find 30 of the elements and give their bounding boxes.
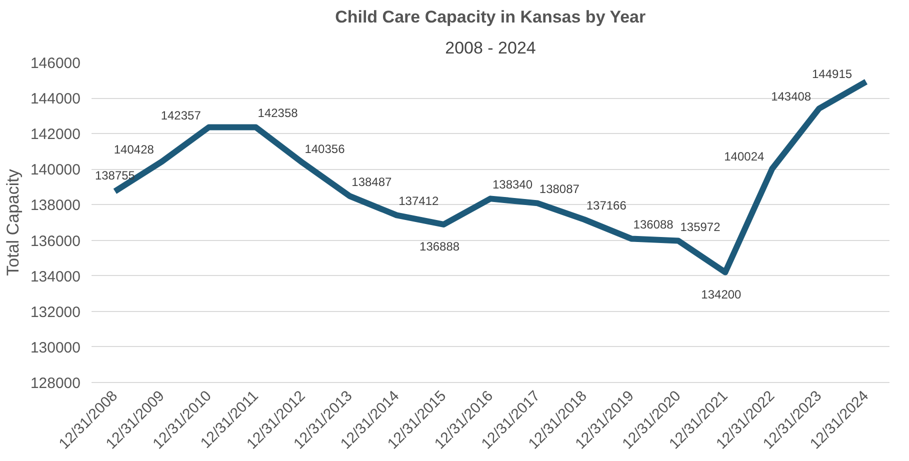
y-tick-label: 140000 <box>30 162 81 179</box>
chart-title: Child Care Capacity in Kansas by Year <box>335 8 646 26</box>
data-label: 142358 <box>258 106 298 120</box>
data-label: 136888 <box>420 239 460 254</box>
data-label: 136088 <box>633 218 674 232</box>
data-label: 138340 <box>492 178 533 192</box>
y-tick-label: 146000 <box>30 55 81 72</box>
data-label: 138755 <box>94 168 136 182</box>
data-label: 137166 <box>586 198 627 213</box>
y-tick-label: 128000 <box>30 375 81 392</box>
y-tick-label: 132000 <box>30 304 81 321</box>
data-label: 138487 <box>352 175 392 190</box>
data-label: 140356 <box>304 142 346 156</box>
data-label: 144915 <box>812 66 852 81</box>
chart-subtitle: 2008 - 2024 <box>445 38 536 58</box>
y-tick-label: 136000 <box>30 232 81 250</box>
y-axis-title: Total Capacity <box>3 168 22 276</box>
data-label: 135972 <box>680 220 721 234</box>
data-label: 140428 <box>114 142 154 157</box>
data-label: 137412 <box>398 194 439 208</box>
data-label: 138087 <box>539 182 580 196</box>
data-label: 142357 <box>160 108 202 122</box>
data-label: 143408 <box>771 90 812 104</box>
y-tick-label: 142000 <box>30 126 81 144</box>
data-label: 140024 <box>724 150 764 164</box>
y-tick-label: 134000 <box>30 268 81 286</box>
data-label: 134200 <box>701 287 742 302</box>
y-tick-label: 138000 <box>30 197 81 214</box>
y-tick-label: 130000 <box>30 339 81 356</box>
y-tick-label: 144000 <box>30 90 81 108</box>
